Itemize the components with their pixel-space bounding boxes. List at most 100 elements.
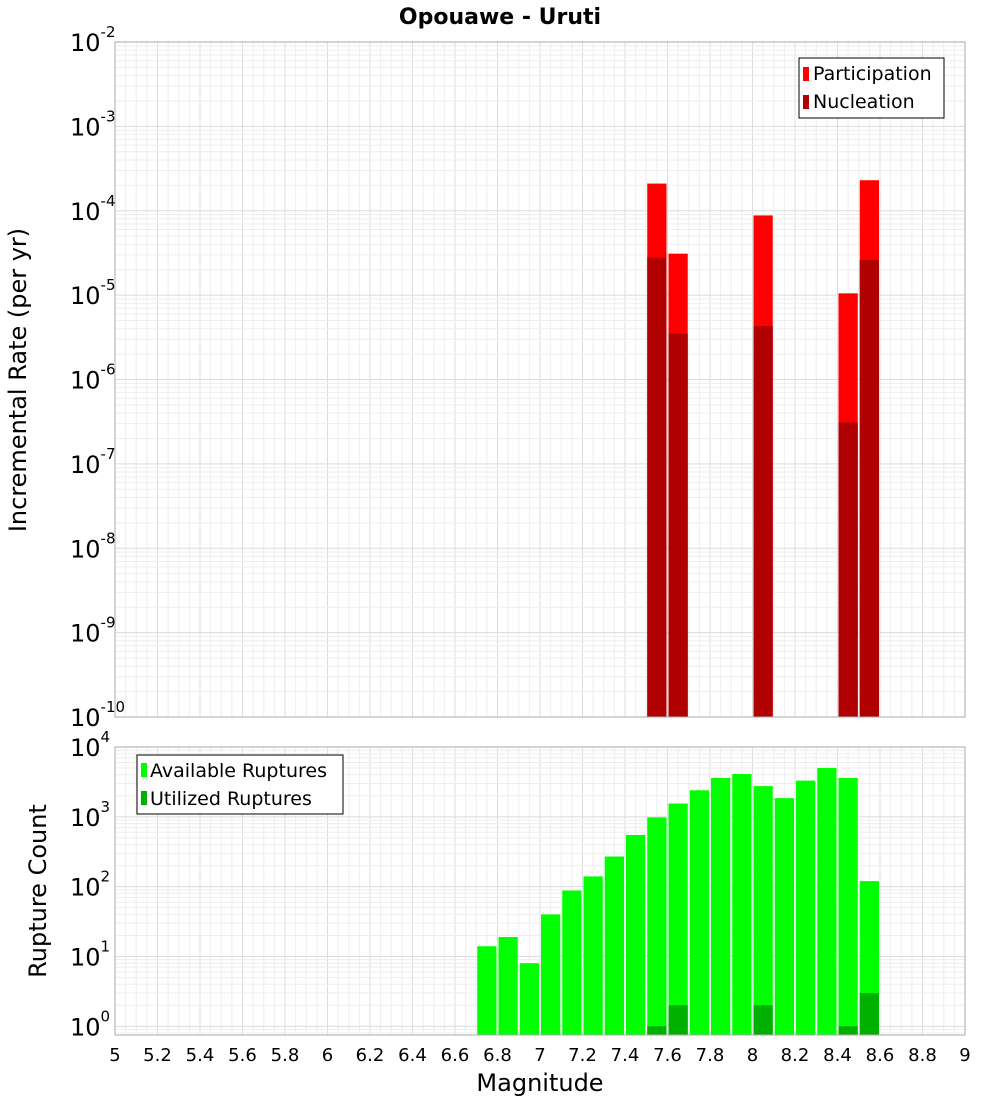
- y-tick-base: 10: [70, 874, 101, 902]
- y-tick-base: 10: [70, 113, 101, 141]
- x-tick-label-5: 5: [109, 1045, 120, 1066]
- y-tick-base: 10: [70, 451, 101, 479]
- y-tick-exponent: 0: [101, 1007, 111, 1025]
- x-tick-label-7-4: 7.4: [611, 1045, 640, 1066]
- y-tick-exponent: 3: [101, 798, 111, 816]
- top-legend: Participation Nucleation: [798, 57, 945, 119]
- bar-available-ruptures-7.25: [583, 876, 603, 1035]
- top-plot-frame: [114, 41, 966, 718]
- bar-available-ruptures-6.75: [477, 946, 497, 1035]
- bar-available-ruptures-7.75: [689, 790, 709, 1035]
- x-tick-label-8: 8: [747, 1045, 758, 1066]
- chart-title: Opouawe - Uruti: [399, 5, 601, 30]
- x-tick-label-5-6: 5.6: [228, 1045, 257, 1066]
- y-tick-exponent: -8: [101, 529, 116, 547]
- bar-available-ruptures-8.35: [817, 768, 837, 1035]
- x-tick-label-7-8: 7.8: [696, 1045, 725, 1066]
- y-tick-base: 10: [70, 704, 101, 732]
- x-tick-label-8-2: 8.2: [781, 1045, 810, 1066]
- legend-swatch-available-ruptures: [141, 763, 147, 777]
- bar-utilized-ruptures-7.55: [647, 1026, 667, 1035]
- legend-swatch-participation: [803, 67, 809, 81]
- x-axis-title: Magnitude: [476, 1069, 603, 1097]
- x-tick-label-9: 9: [959, 1045, 970, 1066]
- x-tick-label-5-8: 5.8: [271, 1045, 300, 1066]
- y-tick-label: 102: [70, 868, 110, 902]
- y-tick-base: 10: [70, 29, 101, 57]
- x-tick-label-8-6: 8.6: [866, 1045, 895, 1066]
- bar-available-ruptures-8.15: [774, 798, 794, 1035]
- y-tick-label: 10-5: [70, 276, 116, 310]
- bar-available-ruptures-8.25: [796, 780, 816, 1035]
- y-tick-label: 10-4: [70, 192, 116, 226]
- y-tick-label: 101: [70, 937, 110, 971]
- y-tick-exponent: 4: [101, 728, 111, 746]
- bar-available-ruptures-6.85: [498, 936, 518, 1035]
- y-tick-exponent: -9: [101, 614, 116, 632]
- x-tick-label-8-8: 8.8: [908, 1045, 937, 1066]
- bar-nucleation-7.55: [647, 257, 667, 717]
- top-gridlines: [114, 41, 966, 718]
- x-tick-label-6-2: 6.2: [356, 1045, 385, 1066]
- y-tick-exponent: -2: [101, 23, 116, 41]
- y-tick-exponent: -5: [101, 276, 116, 294]
- x-ticks: 5 5.2 5.4 5.6 5.8 6 6.2 6.4 6.6 6.8 7 7.2 7.4 7.6 7.8 8…: [109, 1045, 970, 1066]
- y-tick-label: 103: [70, 798, 110, 832]
- x-tick-label-6-4: 6.4: [398, 1045, 427, 1066]
- y-tick-base: 10: [70, 804, 101, 832]
- y-tick-base: 10: [70, 198, 101, 226]
- y-tick-exponent: 2: [101, 868, 111, 886]
- y-tick-exponent: -10: [101, 698, 126, 716]
- y-tick-label: 100: [70, 1007, 110, 1041]
- y-tick-label: 10-3: [70, 107, 116, 141]
- bar-utilized-ruptures-8.05: [753, 1005, 773, 1035]
- bottom-plot-frame: [114, 746, 966, 1036]
- y-tick-base: 10: [70, 367, 101, 395]
- bottom-y-axis-title: Rupture Count: [24, 804, 52, 978]
- bar-nucleation-8.55: [859, 260, 879, 717]
- y-tick-exponent: -4: [101, 192, 116, 210]
- x-tick-label-7: 7: [534, 1045, 545, 1066]
- legend-label-utilized-ruptures: Utilized Ruptures: [150, 788, 312, 810]
- x-tick-label-8-4: 8.4: [823, 1045, 852, 1066]
- legend-swatch-utilized-ruptures: [141, 791, 147, 805]
- legend-swatch-nucleation: [803, 95, 809, 109]
- bottom-bars: [477, 768, 879, 1035]
- bar-nucleation-7.65: [668, 333, 688, 717]
- y-tick-label: 10-2: [70, 23, 116, 57]
- x-tick-label-7-2: 7.2: [568, 1045, 597, 1066]
- x-tick-label-6-8: 6.8: [483, 1045, 512, 1066]
- bar-available-ruptures-8.45: [838, 777, 858, 1035]
- bar-available-ruptures-7.85: [711, 777, 731, 1035]
- top-bars: [647, 180, 879, 718]
- y-tick-base: 10: [70, 535, 101, 563]
- bar-available-ruptures-8.05: [753, 786, 773, 1035]
- y-tick-label: 10-7: [70, 445, 116, 479]
- x-tick-label-5-4: 5.4: [186, 1045, 215, 1066]
- bar-nucleation-8.45: [838, 422, 858, 717]
- bar-available-ruptures-7.15: [562, 890, 582, 1035]
- y-tick-base: 10: [70, 943, 101, 971]
- legend-label-participation: Participation: [813, 63, 932, 85]
- bar-nucleation-8.05: [753, 326, 773, 717]
- y-tick-base: 10: [70, 282, 101, 310]
- y-tick-exponent: -3: [101, 107, 116, 125]
- x-tick-label-6-6: 6.6: [441, 1045, 470, 1066]
- y-tick-label: 10-8: [70, 529, 116, 563]
- y-tick-label: 10-6: [70, 361, 116, 395]
- bottom-legend-box: [136, 754, 344, 815]
- top-legend-box: [798, 57, 945, 119]
- bottom-legend: Available Ruptures Utilized Ruptures: [136, 754, 344, 815]
- bar-available-ruptures-7.45: [626, 834, 646, 1035]
- bar-utilized-ruptures-8.55: [859, 992, 879, 1035]
- y-tick-base: 10: [70, 734, 101, 762]
- y-tick-exponent: -6: [101, 361, 116, 379]
- y-tick-label: 104: [70, 728, 110, 762]
- legend-label-nucleation: Nucleation: [813, 91, 915, 113]
- bar-utilized-ruptures-7.65: [668, 1005, 688, 1035]
